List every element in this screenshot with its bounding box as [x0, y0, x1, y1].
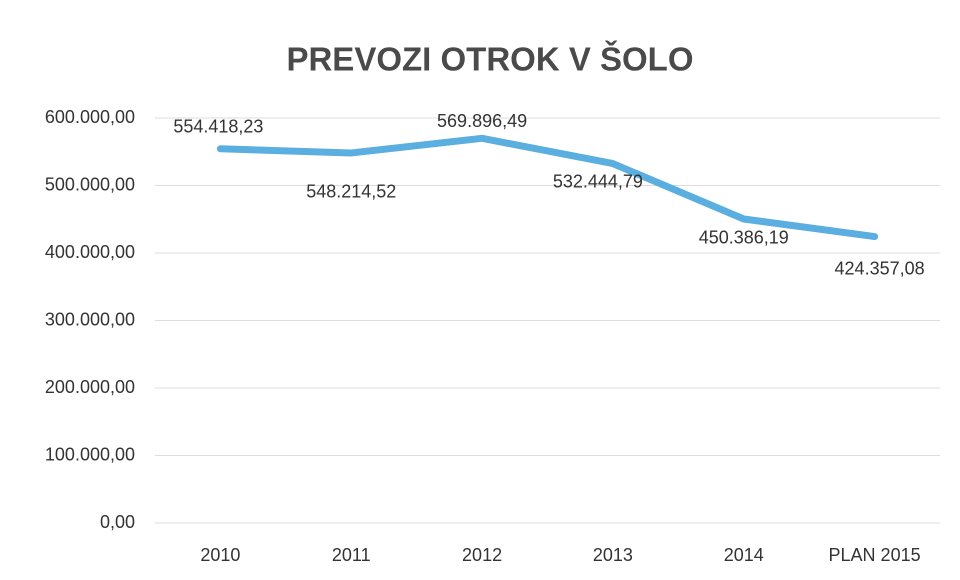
y-tick-label: 200.000,00 [45, 377, 135, 397]
x-tick-label: PLAN 2015 [829, 545, 921, 565]
x-tick-label: 2012 [462, 545, 502, 565]
chart-title: PREVOZI OTROK V ŠOLO [286, 40, 693, 78]
y-tick-label: 100.000,00 [45, 444, 135, 464]
x-tick-label: 2011 [332, 545, 371, 565]
y-tick-label: 500.000,00 [45, 174, 135, 194]
y-tick-label: 300.000,00 [45, 309, 135, 329]
data-label: 554.418,23 [173, 117, 263, 137]
data-label: 532.444,79 [553, 171, 643, 191]
data-label: 548.214,52 [306, 182, 396, 202]
y-tick-label: 600.000,00 [45, 107, 135, 127]
x-tick-label: 2010 [200, 545, 240, 565]
y-tick-label: 0,00 [100, 512, 135, 532]
x-tick-label: 2013 [593, 545, 633, 565]
y-tick-label: 400.000,00 [45, 242, 135, 262]
data-label: 424.357,08 [835, 258, 925, 278]
data-line [216, 134, 879, 241]
data-label: 450.386,19 [699, 228, 789, 248]
x-tick-label: 2014 [724, 545, 764, 565]
data-label: 569.896,49 [437, 111, 527, 131]
